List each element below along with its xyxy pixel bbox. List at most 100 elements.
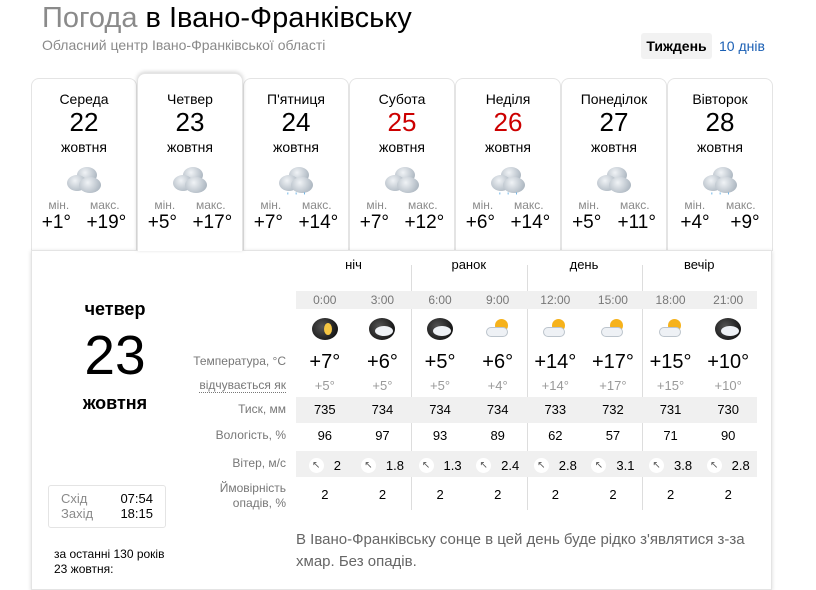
sunrise-time: 07:54: [120, 491, 153, 506]
max-label: макс.: [195, 198, 226, 212]
wind-value: ↖ 2.8: [706, 453, 750, 479]
partly-cloudy-icon: [469, 313, 527, 347]
cell-humidity: 97: [375, 428, 390, 443]
cell-feels: +10°: [714, 378, 742, 393]
wind-direction-arrow-icon: ↖: [476, 458, 492, 473]
wind-value: ↖ 2: [308, 453, 341, 479]
max-label: макс.: [513, 198, 544, 212]
row-label: Вітер, м/с: [232, 456, 286, 470]
cell-feels: +4°: [487, 378, 508, 393]
cell-pressure: 734: [429, 402, 451, 417]
wind-direction-arrow-icon: ↖: [649, 458, 665, 473]
detail-date: 23: [84, 324, 146, 386]
wind-speed: 1.3: [443, 457, 462, 473]
min-max-values: +5° +17°: [138, 212, 242, 234]
sunset-label: Захід: [61, 506, 94, 521]
day-date: 23: [175, 107, 205, 137]
row-cells: 0:00 3:00 6:00 9:00 12:00 15:00 18:00 21:00: [296, 291, 757, 309]
period-divider: [526, 265, 528, 510]
cell-precip: 2: [321, 487, 329, 502]
min-label: мін.: [684, 198, 706, 212]
min-max-labels: мін. макс.: [350, 198, 454, 212]
cell-precip: 2: [551, 487, 559, 502]
row-precip: Ймовірність опадів, % 2 2 2 2 2 2 2 2: [32, 479, 762, 511]
day-date: 25: [387, 107, 417, 137]
overcast-cloud-icon: [171, 167, 209, 197]
day-description: В Івано-Франківську сонце в цей день буд…: [296, 531, 745, 570]
cell-wind: ↖ 3.8: [642, 451, 700, 477]
wind-value: ↖ 3.1: [591, 453, 634, 479]
row-temp: Температура, °C +7° +6° +5° +6° +14° +17° +15° +…: [32, 348, 762, 376]
period-2: день: [569, 257, 599, 272]
min-max-labels: мін. макс.: [32, 198, 136, 212]
min-temp: +6°: [465, 212, 495, 233]
week-tab-button[interactable]: Тиждень: [641, 33, 712, 59]
day-tab[interactable]: Понеділок 27 жовтня мін. макс. +5° +11°: [561, 78, 667, 251]
history-heading: за останні 130 років 23 жовтня:: [54, 547, 165, 576]
cell-pressure: 730: [717, 402, 740, 417]
day-tab[interactable]: Субота 25 жовтня мін. макс. +7° +12°: [349, 78, 455, 251]
day-month: жовтня: [484, 139, 531, 155]
day-month: жовтня: [60, 139, 107, 155]
min-temp: +1°: [41, 212, 71, 233]
max-temp: +9°: [730, 212, 760, 233]
ten-days-link[interactable]: 10 днів: [719, 38, 765, 54]
row-label: Вологість, %: [215, 428, 286, 442]
min-temp: +7°: [359, 212, 389, 233]
cell-temp: +7°: [309, 351, 341, 373]
min-temp: +7°: [253, 212, 283, 233]
wind-speed: 3.8: [674, 457, 693, 473]
min-label: мін.: [472, 198, 494, 212]
max-temp: +17°: [192, 212, 233, 233]
wind-direction-arrow-icon: ↖: [308, 458, 324, 473]
cell-hours: 21:00: [713, 293, 744, 307]
row-pressure: Тиск, мм 735 734 734 734 733 732 731 730: [32, 397, 762, 423]
rain-cloud-icon: ' ' ': [701, 167, 739, 201]
row-cells: 96 97 93 89 62 57 71 90: [296, 423, 757, 449]
day-tab[interactable]: Вівторок 28 жовтня ' ' ' мін. макс. +4° +9°: [667, 78, 773, 251]
day-tab[interactable]: Четвер 23 жовтня мін. макс. +5° +17°: [137, 73, 243, 251]
cell-temp: +6°: [482, 351, 514, 373]
min-max-labels: мін. макс.: [244, 198, 348, 212]
min-max-labels: мін. макс.: [562, 198, 666, 212]
max-label: макс.: [725, 198, 756, 212]
cell-hours: 12:00: [540, 293, 571, 307]
row-cells: 2 2 2 2 2 2 2 2: [296, 479, 757, 511]
period-divider: [411, 265, 413, 510]
min-label: мін.: [578, 198, 600, 212]
cell-precip: 2: [666, 487, 675, 502]
period-0: ніч: [345, 257, 362, 272]
night-partly-cloudy-icon: [699, 313, 757, 347]
day-date: 26: [493, 107, 523, 137]
min-temp: +4°: [680, 212, 710, 233]
min-max-values: +6° +14°: [456, 212, 560, 234]
sunset-time: 18:15: [120, 506, 153, 521]
min-max-labels: мін. макс.: [138, 198, 242, 212]
cell-wind: ↖ 2.4: [469, 451, 527, 477]
wind-direction-arrow-icon: ↖: [418, 458, 434, 473]
cell-feels: +5°: [372, 378, 393, 393]
day-tab[interactable]: Неділя 26 жовтня ' ' ' мін. макс. +6° +14°: [455, 78, 561, 251]
day-name: Неділя: [485, 91, 531, 107]
cell-hours: 6:00: [428, 293, 452, 307]
wind-speed: 3.1: [616, 457, 635, 473]
min-max-values: +4° +9°: [668, 212, 772, 234]
cell-humidity: 90: [720, 428, 736, 443]
wind-direction-arrow-icon: ↖: [706, 458, 722, 473]
row-cells: ↖ 2 ↖ 1.8 ↖ 1.3 ↖ 2.4 ↖ 2.8 ↖ 3.1 ↖ 3.8 ↖ 2.8: [296, 451, 757, 477]
day-name: Вівторок: [692, 91, 748, 107]
cell-precip: 2: [724, 487, 732, 502]
row-label: відчувається як: [199, 378, 286, 393]
day-name: Четвер: [167, 91, 213, 107]
cell-temp: +10°: [707, 351, 750, 373]
wind-value: ↖ 2.4: [476, 453, 519, 479]
cell-hours: 18:00: [655, 293, 686, 307]
sun-cloud-icon: [642, 313, 700, 347]
wind-speed: 2.4: [501, 457, 520, 473]
max-temp: +14°: [510, 212, 551, 233]
cell-humidity: 96: [317, 428, 333, 443]
row-cells: [296, 313, 757, 347]
day-month: жовтня: [272, 139, 319, 155]
day-tab[interactable]: Середа 22 жовтня мін. макс. +1° +19°: [31, 78, 137, 251]
day-tab[interactable]: П'ятниця 24 жовтня ' ' ' мін. макс. +7° +14°: [243, 78, 349, 251]
